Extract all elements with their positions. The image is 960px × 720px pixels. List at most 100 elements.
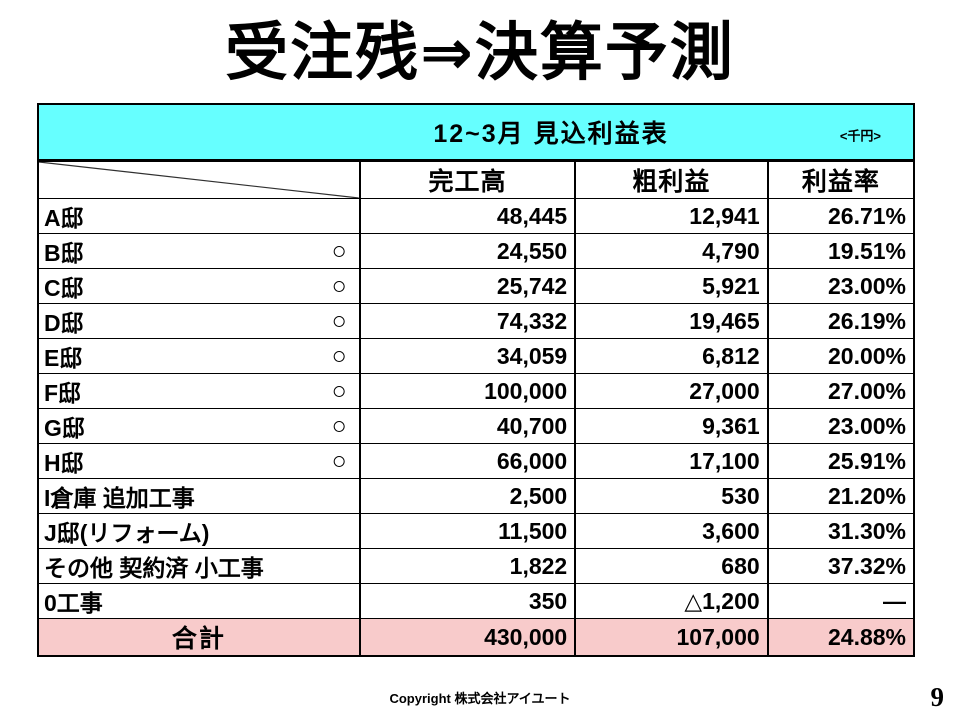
profit-rate-cell: 26.71% — [766, 198, 914, 234]
table-body: A邸 48,445 12,941 26.71% B邸 ○ 24,550 4,79… — [38, 198, 914, 657]
gross-profit-cell: 530 — [574, 478, 768, 514]
circle-mark-icon: ○ — [331, 271, 347, 300]
project-label-cell: F邸 ○ — [38, 373, 360, 409]
gross-profit-cell: 27,000 — [574, 373, 768, 409]
project-label: H邸 — [44, 450, 84, 476]
completed-amount-cell: 34,059 — [358, 338, 576, 374]
table-row: 0工事 350 △1,200 ― — [38, 583, 914, 619]
profit-rate-cell: 37.32% — [766, 548, 914, 584]
project-label: D邸 — [44, 310, 84, 336]
gross-profit-cell: 19,465 — [574, 303, 768, 339]
project-label-cell: C邸 ○ — [38, 268, 360, 304]
project-label-cell: A邸 — [38, 198, 360, 234]
profit-rate-cell: 26.19% — [766, 303, 914, 339]
project-label-cell: D邸 ○ — [38, 303, 360, 339]
profit-rate-cell: 31.30% — [766, 513, 914, 549]
project-label-cell: E邸 ○ — [38, 338, 360, 374]
gross-profit-cell: 4,790 — [574, 233, 768, 269]
project-label: C邸 — [44, 275, 84, 301]
circle-mark-icon: ○ — [331, 411, 347, 440]
slide-title: 受注残⇒決算予測 — [225, 18, 735, 88]
project-label-cell: I倉庫 追加工事 — [38, 478, 360, 514]
table-row: その他 契約済 小工事 1,822 680 37.32% — [38, 548, 914, 584]
profit-rate-cell: 20.00% — [766, 338, 914, 374]
project-label-cell: H邸 ○ — [38, 443, 360, 479]
project-label: B邸 — [44, 240, 84, 266]
completed-amount-cell: 40,700 — [358, 408, 576, 444]
project-label-cell: B邸 ○ — [38, 233, 360, 269]
gross-profit-cell: 9,361 — [574, 408, 768, 444]
circle-mark-icon: ○ — [331, 376, 347, 405]
table-total-row: 合計 430,000 107,000 24.88% — [38, 618, 914, 657]
table-header-row: 完工高 粗利益 利益率 — [38, 160, 914, 199]
profit-table: 完工高 粗利益 利益率 A邸 48,445 12,941 26.71% B邸 ○… — [37, 160, 915, 657]
unit-note: <千円> — [839, 128, 881, 144]
circle-mark-icon: ○ — [331, 236, 347, 265]
project-label-cell: 合計 — [38, 618, 360, 657]
page-number: 9 — [930, 682, 945, 712]
project-label: A邸 — [44, 205, 84, 231]
table-row: H邸 ○ 66,000 17,100 25.91% — [38, 443, 914, 479]
table-row: E邸 ○ 34,059 6,812 20.00% — [38, 338, 914, 374]
table-row: A邸 48,445 12,941 26.71% — [38, 198, 914, 234]
profit-table-container: 12~3月 見込利益表 <千円> 完工高 粗利益 — [37, 103, 915, 657]
completed-amount-cell: 350 — [358, 583, 576, 619]
profit-rate-cell: 23.00% — [766, 268, 914, 304]
completed-amount-cell: 2,500 — [358, 478, 576, 514]
circle-mark-icon: ○ — [331, 341, 347, 370]
project-label: 0工事 — [44, 590, 103, 616]
table-row: D邸 ○ 74,332 19,465 26.19% — [38, 303, 914, 339]
project-label: E邸 — [44, 345, 83, 371]
project-label: G邸 — [44, 415, 85, 441]
gross-profit-cell: △1,200 — [574, 583, 768, 619]
profit-rate-cell: ― — [766, 583, 914, 619]
table-title: 12~3月 見込利益表 — [433, 120, 669, 148]
profit-rate-cell: 23.00% — [766, 408, 914, 444]
profit-rate-cell: 27.00% — [766, 373, 914, 409]
project-label-cell: J邸(リフォーム) — [38, 513, 360, 549]
table-row: I倉庫 追加工事 2,500 530 21.20% — [38, 478, 914, 514]
gross-profit-cell: 6,812 — [574, 338, 768, 374]
completed-amount-cell: 11,500 — [358, 513, 576, 549]
completed-amount-cell: 74,332 — [358, 303, 576, 339]
diagonal-header-cell — [38, 160, 360, 199]
table-row: B邸 ○ 24,550 4,790 19.51% — [38, 233, 914, 269]
gross-profit-cell: 17,100 — [574, 443, 768, 479]
table-title-band: 12~3月 見込利益表 <千円> — [37, 103, 915, 160]
profit-rate-cell: 25.91% — [766, 443, 914, 479]
gross-profit-cell: 680 — [574, 548, 768, 584]
completed-amount-cell: 24,550 — [358, 233, 576, 269]
project-label: J邸(リフォーム) — [44, 520, 210, 546]
column-header-profit-rate: 利益率 — [766, 160, 914, 199]
circle-mark-icon: ○ — [331, 446, 347, 475]
profit-rate-cell: 19.51% — [766, 233, 914, 269]
project-label-cell: その他 契約済 小工事 — [38, 548, 360, 584]
table-row: G邸 ○ 40,700 9,361 23.00% — [38, 408, 914, 444]
project-label: F邸 — [44, 380, 82, 406]
completed-amount-cell: 25,742 — [358, 268, 576, 304]
completed-amount-cell: 66,000 — [358, 443, 576, 479]
table-row: C邸 ○ 25,742 5,921 23.00% — [38, 268, 914, 304]
completed-amount-cell: 430,000 — [358, 618, 576, 657]
completed-amount-cell: 1,822 — [358, 548, 576, 584]
gross-profit-cell: 5,921 — [574, 268, 768, 304]
project-label-cell: 0工事 — [38, 583, 360, 619]
column-header-gross-profit: 粗利益 — [574, 160, 768, 199]
table-row: J邸(リフォーム) 11,500 3,600 31.30% — [38, 513, 914, 549]
gross-profit-cell: 3,600 — [574, 513, 768, 549]
table-row: F邸 ○ 100,000 27,000 27.00% — [38, 373, 914, 409]
project-label: 合計 — [171, 625, 226, 653]
profit-rate-cell: 21.20% — [766, 478, 914, 514]
diagonal-line-icon — [39, 162, 359, 198]
gross-profit-cell: 107,000 — [574, 618, 768, 657]
gross-profit-cell: 12,941 — [574, 198, 768, 234]
project-label: I倉庫 追加工事 — [44, 485, 195, 511]
completed-amount-cell: 48,445 — [358, 198, 576, 234]
profit-rate-cell: 24.88% — [766, 618, 914, 657]
column-header-completed: 完工高 — [358, 160, 576, 199]
circle-mark-icon: ○ — [331, 306, 347, 335]
completed-amount-cell: 100,000 — [358, 373, 576, 409]
project-label: その他 契約済 小工事 — [44, 555, 264, 581]
copyright-text: Copyright 株式会社アイユート — [389, 691, 571, 706]
